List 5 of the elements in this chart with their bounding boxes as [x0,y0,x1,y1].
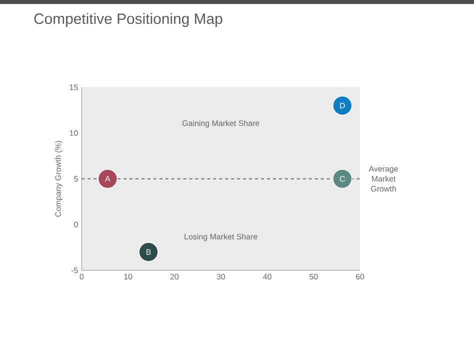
point [332,96,352,116]
point [332,168,352,189]
point [98,168,118,189]
chart-title: Competitive Positioning Map [34,13,222,27]
point [138,242,158,262]
